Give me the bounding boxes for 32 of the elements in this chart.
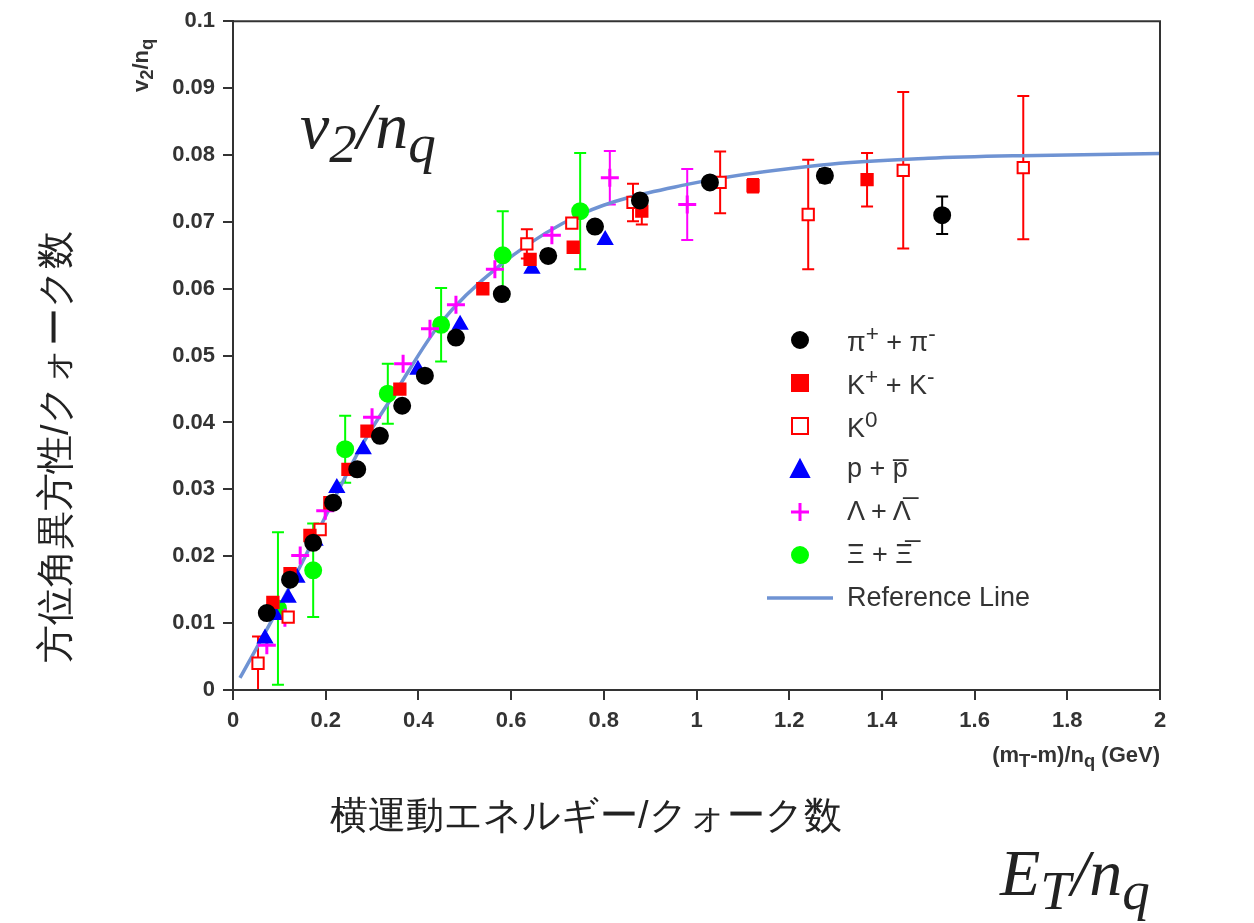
- y-tick-label: 0.1: [184, 7, 215, 33]
- y-tick-label: 0: [202, 676, 215, 702]
- x-axis-title: (m$_{T}$-m)/n$_{q}$ (GeV): [992, 742, 1160, 773]
- legend-label: π$^{+}$ + π$^{-}$: [847, 321, 936, 358]
- x-tick-label: 1.2: [773, 707, 805, 733]
- annotation: v$_{2}$/n$_{q}$: [300, 88, 436, 176]
- x-tick-label: 0.2: [310, 707, 341, 733]
- y-tick-label: 0.07: [172, 207, 215, 233]
- x-tick-label: 2: [1153, 707, 1167, 733]
- y-tick-label: 0.02: [172, 542, 215, 568]
- x-tick-label: 1.6: [959, 707, 990, 733]
- legend-label: Reference Line: [847, 582, 1031, 613]
- x-tick-label: 1: [690, 707, 703, 733]
- text: 横運動エネルギー/クォーク数: [330, 793, 842, 838]
- legend-label: K$^{0}$: [847, 407, 878, 444]
- x-tick-label: 0.8: [588, 707, 620, 733]
- y-tick-label: 0.01: [172, 609, 215, 635]
- legend-label: K$^{+}$ + K$^{-}$: [847, 364, 935, 401]
- y-tick-label: 0.05: [172, 341, 215, 367]
- text: E$_{T}$/n$_{q}$: [1000, 835, 1150, 923]
- x-tick-label: 1.4: [866, 707, 898, 733]
- legend-label: p + p̅: [847, 453, 908, 484]
- x-tick-label: 0: [226, 707, 240, 733]
- x-tick-label: 0.6: [495, 707, 527, 733]
- y-tick-label: 0.06: [172, 274, 215, 300]
- x-tick-label: 0.4: [403, 707, 435, 733]
- y-tick-label: 0.08: [172, 141, 215, 167]
- y-tick-label: 0.04: [172, 408, 216, 434]
- x-tick-label: 1.8: [1052, 707, 1083, 733]
- text: 方位角異方性/クォーク数: [33, 231, 77, 663]
- y-tick-label: 0.09: [172, 74, 215, 100]
- y-tick-label: 0.03: [172, 475, 215, 501]
